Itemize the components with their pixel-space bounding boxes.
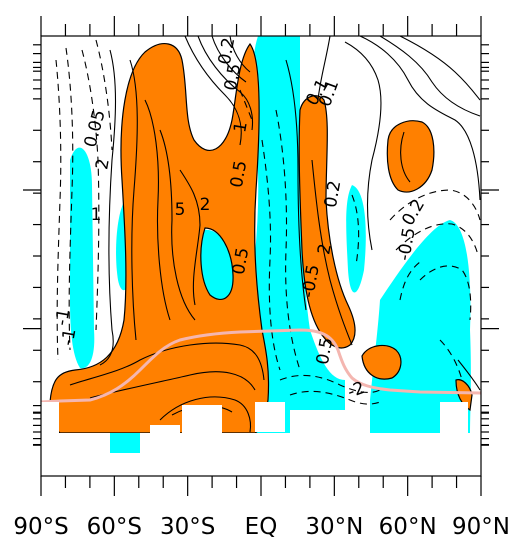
contour-label: 0.2: [215, 36, 239, 66]
contour-label: 2: [92, 157, 114, 171]
contour-line: [99, 49, 117, 366]
dashed-contour-line: [351, 194, 360, 266]
tropopause-line: [41, 328, 481, 404]
dashed-contour-line: [389, 189, 481, 221]
dashed-contour-line: [55, 59, 62, 361]
contour-line: [179, 169, 201, 306]
x-axis-tick-labels: 90°S 60°S 30°S EQ 30°N 60°N 90°N: [13, 514, 508, 540]
cyan-region-sh-inner: [200, 229, 234, 300]
cyan-region-tropical-column: [245, 36, 345, 435]
dashed-contour-line: [239, 89, 253, 121]
dashed-contour-line: [395, 223, 479, 256]
contour-line: [159, 396, 252, 433]
cyan-region-nh-lower: [370, 220, 471, 435]
contour-label: 2: [314, 242, 336, 256]
contour-label: -1: [52, 307, 75, 327]
x-tick-label: 90°N: [452, 514, 508, 540]
contour-line: [229, 36, 251, 73]
contour-label: 2: [200, 195, 211, 215]
contour-label: 0.5: [229, 246, 253, 276]
dashed-contour-line: [289, 390, 381, 405]
dashed-contour-line: [65, 47, 74, 351]
contour-line: [197, 36, 254, 131]
plot-area: [41, 36, 481, 476]
dashed-contour-line: [419, 265, 472, 321]
dashed-contour-line: [275, 109, 301, 371]
contour-label: -1: [58, 327, 81, 347]
x-tick-label: 30°S: [160, 514, 215, 540]
orange-region-nh-column: [298, 95, 356, 349]
orange-region-nh-low: [361, 344, 402, 380]
contour-line: [285, 59, 307, 311]
x-tick-label: EQ: [245, 514, 278, 540]
contour-line: [211, 36, 247, 83]
contour-line: [400, 131, 411, 183]
contour-line: [344, 41, 382, 251]
axis-ticks: [23, 16, 499, 496]
contour-label: 1: [91, 205, 102, 225]
dashed-contour-lines: [55, 39, 481, 405]
contour-label: 0.05: [81, 108, 110, 150]
contour-line: [399, 36, 481, 101]
contour-line: [317, 36, 331, 101]
contour-lines: [69, 36, 481, 433]
dashed-contour-line: [439, 339, 463, 381]
contour-line: [69, 342, 265, 386]
contour-line: [184, 36, 242, 146]
contour-line: [129, 59, 138, 341]
x-tick-label: 90°S: [13, 514, 68, 540]
contour-line: [457, 359, 481, 391]
contour-label: 0.2: [398, 196, 429, 229]
contour-label: -2: [345, 378, 368, 403]
cyan-region-nh-mid: [346, 185, 366, 293]
x-tick-label: 60°N: [379, 514, 437, 540]
orange-region-main: [49, 42, 270, 434]
dashed-contour-line: [279, 374, 381, 394]
contour-label: 0.2: [321, 179, 345, 209]
cyan-region-sh-mid: [70, 147, 95, 369]
contour-label: 1: [230, 120, 252, 134]
contour-line: [379, 36, 481, 117]
orange-region-nh-high: [386, 120, 435, 193]
contour-line: [89, 371, 256, 399]
contour-label: 0.5: [227, 159, 251, 189]
contour-line: [159, 129, 196, 321]
contour-line: [144, 99, 171, 321]
contour-label: 5: [175, 200, 186, 220]
dashed-contour-line: [95, 39, 113, 151]
contour-label: 0.5: [221, 62, 245, 92]
dashed-contour-line: [261, 139, 281, 371]
missing-data-sh-edge: [110, 433, 140, 453]
contour-line: [359, 36, 481, 201]
x-tick-label: 30°N: [305, 514, 363, 540]
contour-label: 0.5: [313, 336, 337, 366]
contour-line: [311, 159, 353, 346]
dashed-contour-line: [399, 261, 421, 301]
x-tick-label: 60°S: [87, 514, 142, 540]
